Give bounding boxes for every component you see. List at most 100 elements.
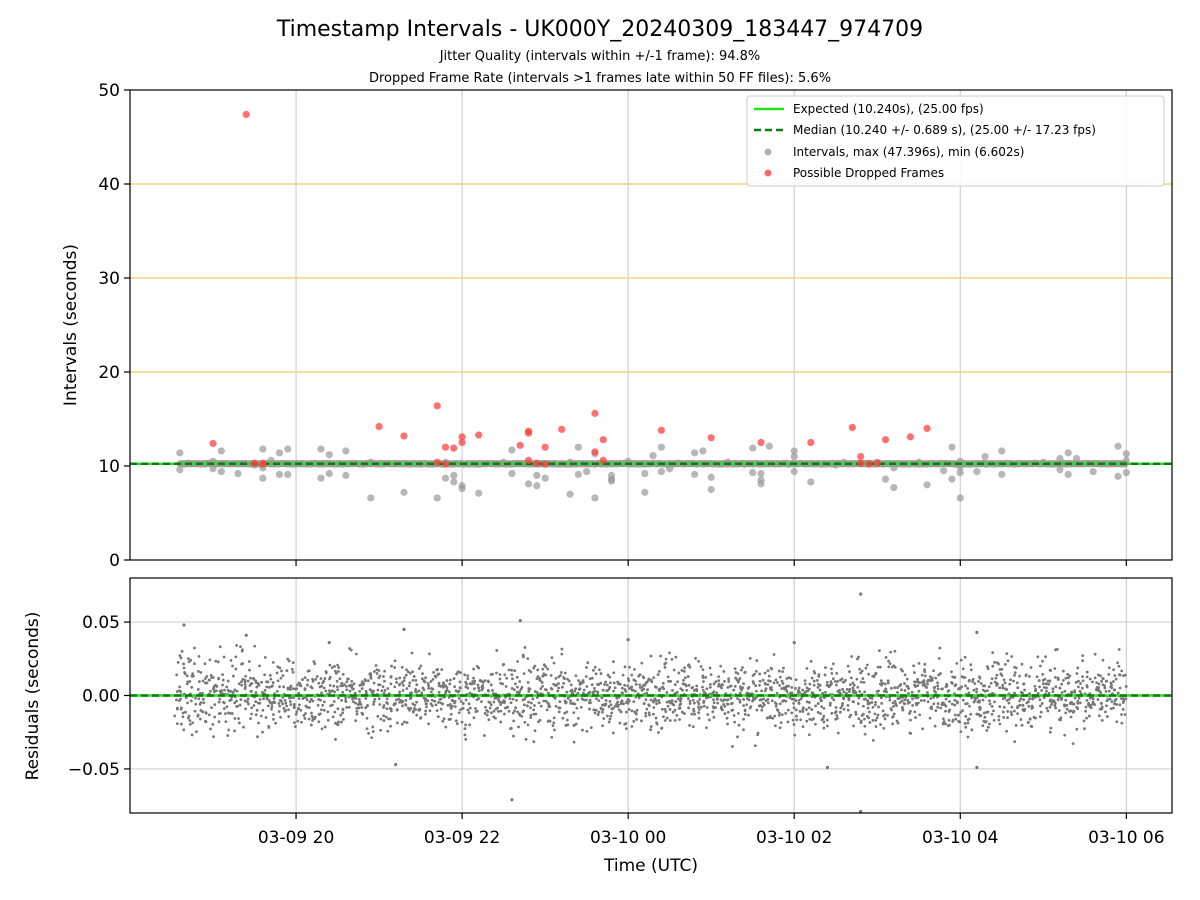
- residual-point: [732, 688, 736, 692]
- residual-point: [825, 765, 830, 770]
- residual-point: [838, 691, 842, 695]
- residual-point: [723, 679, 726, 683]
- residual-point: [437, 690, 441, 694]
- residual-point: [876, 713, 880, 717]
- residual-point: [776, 708, 780, 712]
- residual-point: [182, 728, 186, 732]
- residual-point: [863, 717, 866, 721]
- residual-point: [564, 700, 568, 704]
- residual-point: [892, 705, 895, 708]
- residual-point: [340, 720, 343, 724]
- residual-point: [394, 702, 397, 705]
- residual-point: [372, 702, 375, 706]
- residual-point: [816, 702, 820, 705]
- residual-point: [855, 677, 859, 681]
- residual-point: [730, 701, 734, 705]
- residual-point: [423, 680, 427, 684]
- residual-point: [184, 696, 188, 700]
- residual-point: [552, 682, 555, 686]
- residual-point: [173, 714, 177, 718]
- residual-point: [481, 684, 484, 687]
- residual-point: [863, 732, 867, 736]
- interval-point: [790, 468, 798, 476]
- top-y-axis-label: Intervals (seconds): [61, 244, 81, 406]
- residual-point: [908, 731, 912, 735]
- residual-point: [638, 673, 642, 677]
- residual-point: [690, 712, 694, 716]
- residual-point: [463, 727, 467, 731]
- residual-point: [1048, 679, 1052, 683]
- residual-point: [401, 699, 405, 703]
- residual-point: [274, 721, 278, 725]
- residual-point: [901, 669, 904, 673]
- residual-point: [333, 690, 336, 694]
- residual-point: [916, 677, 920, 681]
- residual-point: [295, 687, 299, 691]
- residual-point: [784, 699, 788, 703]
- residual-point: [214, 689, 218, 693]
- residual-point: [1045, 686, 1048, 690]
- residual-point: [455, 722, 459, 726]
- residual-point: [654, 716, 658, 720]
- residual-point: [914, 716, 917, 719]
- residual-point: [442, 681, 445, 685]
- residual-point: [430, 704, 434, 708]
- residual-point: [688, 723, 691, 727]
- residual-point: [492, 709, 496, 713]
- interval-point: [275, 470, 284, 479]
- residual-point: [716, 701, 720, 705]
- residual-point: [265, 685, 269, 689]
- residual-point: [405, 721, 409, 725]
- residual-point: [932, 686, 936, 690]
- residual-point: [673, 719, 677, 722]
- residual-point: [822, 714, 826, 718]
- residual-point: [903, 682, 906, 685]
- residual-point: [309, 723, 313, 727]
- residual-point: [1088, 677, 1092, 681]
- residual-point: [687, 706, 691, 710]
- residual-point: [1016, 712, 1019, 716]
- residual-point: [867, 716, 870, 720]
- residual-point: [1038, 704, 1042, 708]
- residual-point: [682, 669, 686, 673]
- residual-point: [569, 699, 573, 703]
- residual-point: [354, 652, 358, 656]
- residual-point: [937, 673, 941, 677]
- residual-point: [1081, 675, 1084, 679]
- residual-point: [279, 700, 283, 703]
- residual-point: [180, 649, 184, 653]
- residual-point: [498, 677, 502, 681]
- residual-point: [619, 710, 623, 714]
- residual-point: [335, 685, 339, 689]
- residual-point: [347, 677, 350, 681]
- residual-point: [531, 697, 535, 701]
- residual-point: [412, 675, 416, 678]
- residual-point: [654, 685, 658, 689]
- residual-point: [489, 703, 493, 707]
- residual-point: [663, 665, 667, 669]
- residual-point: [805, 708, 808, 711]
- residual-point: [214, 659, 218, 663]
- residual-point: [632, 720, 636, 723]
- residual-point: [964, 725, 968, 729]
- residual-point: [711, 710, 715, 714]
- residual-point: [900, 688, 903, 692]
- residual-point: [734, 676, 738, 680]
- residual-point: [390, 664, 393, 668]
- dropped-frame-point: [441, 443, 450, 451]
- residual-point: [185, 674, 189, 678]
- residual-point: [1081, 679, 1085, 683]
- residual-point: [472, 716, 476, 720]
- residual-point: [341, 672, 345, 676]
- residual-point: [436, 715, 440, 719]
- residual-point: [1101, 658, 1105, 662]
- residual-point: [623, 683, 627, 687]
- residual-point: [790, 711, 794, 715]
- residual-point: [945, 684, 949, 688]
- residual-point: [993, 700, 996, 704]
- residual-point: [801, 688, 805, 692]
- residual-point: [738, 691, 742, 695]
- residual-point: [795, 718, 799, 722]
- residual-point: [829, 680, 833, 683]
- residual-point: [792, 723, 796, 726]
